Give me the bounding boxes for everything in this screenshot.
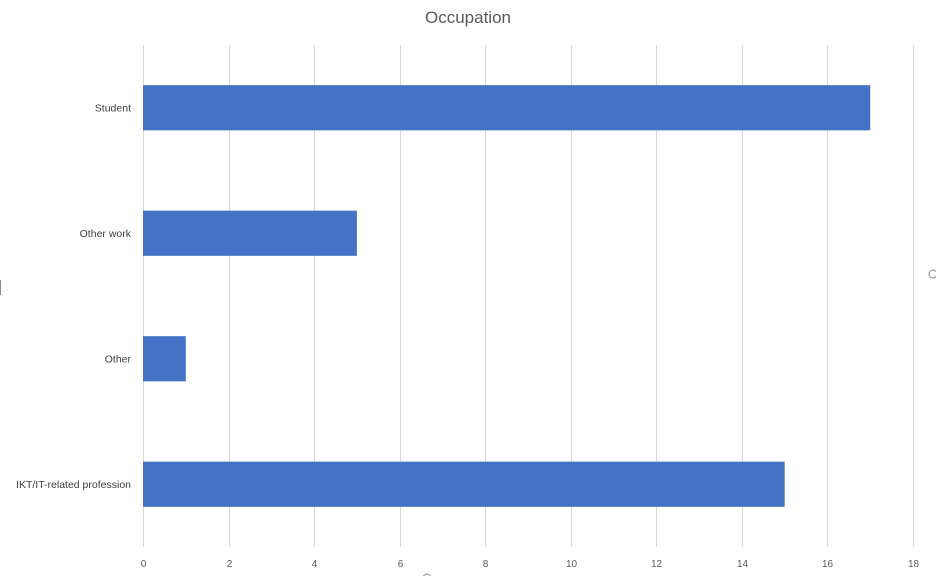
x-tick-label-8: 8 [483,559,489,570]
chart-title: Occupation [425,8,511,27]
bar-0 [143,85,871,131]
x-tick-label-10: 10 [566,559,578,570]
category-label-1: Other work [80,228,132,240]
x-tick-label-12: 12 [651,559,663,570]
category-label-3: IKT/IT-related profession [16,479,131,491]
bar-1 [143,210,357,256]
bar-2 [143,336,186,382]
x-tick-label-4: 4 [312,559,318,570]
x-tick-label-14: 14 [737,559,749,570]
category-label-0: Student [95,102,131,114]
resize-handle-right [928,269,936,279]
bar-3 [143,461,785,507]
x-tick-label-2: 2 [227,559,233,570]
category-label-2: Other [105,353,132,365]
x-tick-label-6: 6 [398,559,404,570]
x-tick-label-18: 18 [908,559,920,570]
x-tick-label-0: 0 [141,559,147,570]
x-tick-label-16: 16 [822,559,834,570]
